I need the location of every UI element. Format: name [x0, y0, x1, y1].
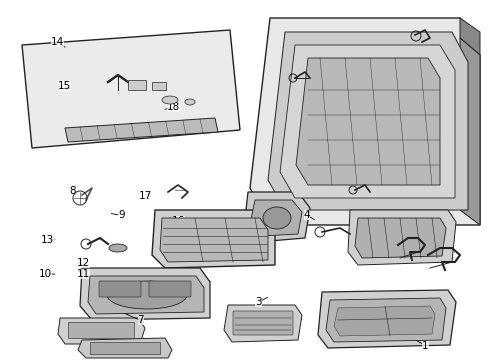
FancyBboxPatch shape — [232, 311, 292, 335]
Polygon shape — [78, 338, 172, 358]
Polygon shape — [267, 32, 467, 210]
Polygon shape — [22, 30, 240, 148]
Polygon shape — [152, 210, 274, 268]
Polygon shape — [347, 210, 455, 265]
Text: 3: 3 — [254, 297, 261, 307]
Polygon shape — [58, 318, 145, 344]
Text: 19: 19 — [401, 183, 414, 193]
Text: 9: 9 — [118, 210, 124, 220]
Polygon shape — [354, 218, 445, 258]
Text: 10: 10 — [39, 269, 51, 279]
FancyBboxPatch shape — [68, 322, 134, 338]
Text: 16: 16 — [171, 216, 185, 226]
Ellipse shape — [162, 96, 178, 104]
Text: 2: 2 — [375, 322, 382, 332]
Polygon shape — [333, 306, 434, 336]
Polygon shape — [295, 58, 439, 185]
Ellipse shape — [184, 99, 195, 105]
Polygon shape — [280, 45, 454, 198]
Text: 13: 13 — [41, 235, 55, 246]
Text: 8: 8 — [69, 186, 76, 196]
FancyBboxPatch shape — [149, 281, 191, 297]
Polygon shape — [249, 200, 302, 236]
Text: 17: 17 — [139, 191, 152, 201]
Text: 6: 6 — [441, 159, 447, 169]
Text: 12: 12 — [76, 258, 90, 268]
Polygon shape — [459, 18, 479, 55]
FancyBboxPatch shape — [99, 281, 141, 297]
Polygon shape — [325, 298, 445, 342]
Text: 1: 1 — [421, 341, 428, 351]
FancyBboxPatch shape — [152, 82, 165, 90]
Text: 15: 15 — [58, 81, 71, 91]
Polygon shape — [249, 18, 479, 225]
Text: 5: 5 — [407, 165, 413, 175]
Text: 18: 18 — [166, 102, 180, 112]
Ellipse shape — [107, 281, 186, 309]
Polygon shape — [244, 192, 309, 242]
Ellipse shape — [109, 244, 127, 252]
Polygon shape — [88, 276, 203, 314]
FancyBboxPatch shape — [128, 80, 146, 90]
Text: 7: 7 — [137, 315, 144, 325]
Text: 20: 20 — [320, 95, 332, 105]
FancyBboxPatch shape — [90, 342, 160, 354]
Polygon shape — [65, 118, 218, 142]
Text: 11: 11 — [76, 269, 90, 279]
Polygon shape — [459, 38, 479, 225]
Ellipse shape — [263, 207, 290, 229]
Text: 21: 21 — [321, 186, 335, 196]
Polygon shape — [80, 268, 209, 320]
Polygon shape — [160, 218, 267, 262]
Polygon shape — [317, 290, 455, 348]
Text: 4: 4 — [303, 210, 310, 220]
Polygon shape — [224, 305, 302, 342]
Text: 14: 14 — [51, 37, 64, 48]
